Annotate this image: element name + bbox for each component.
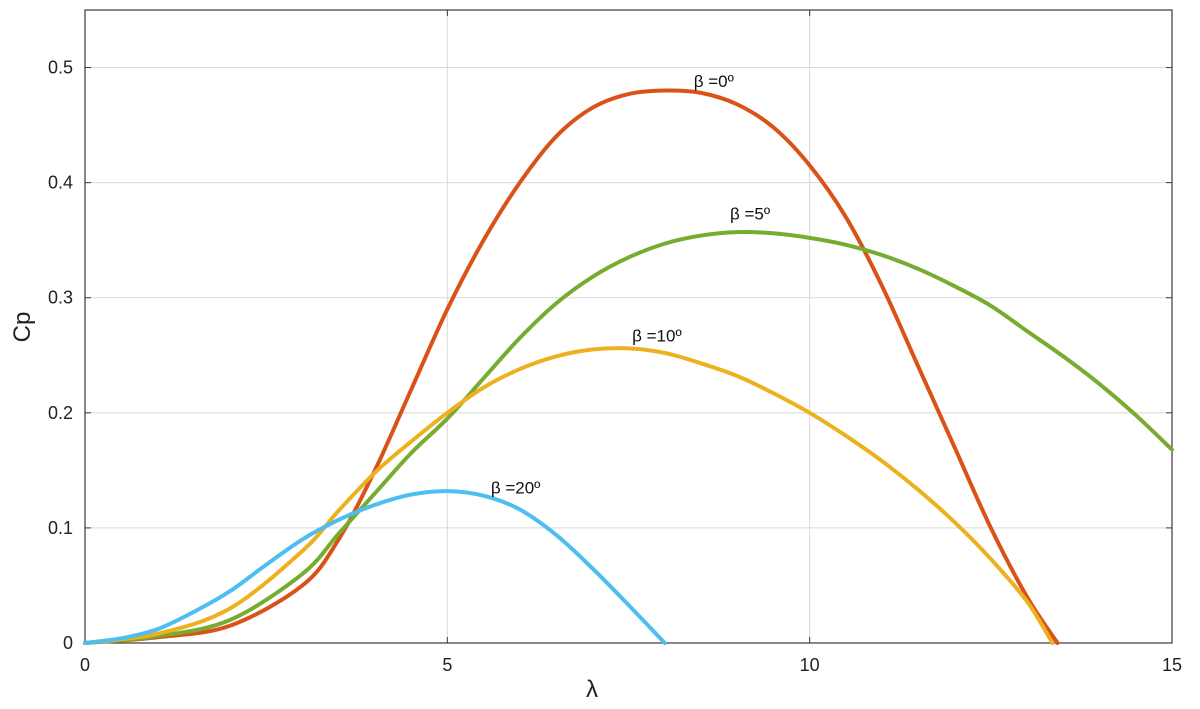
series-annotation-beta-0: β =0º (694, 72, 734, 91)
tick-labels: 0 5 10 15 0 0.1 0.2 0.3 0.4 0.5 (48, 58, 1182, 675)
series-annotation-beta-5: β =5º (730, 204, 770, 223)
series-annotation-beta-10: β =10º (632, 326, 682, 345)
x-tick-label: 0 (80, 655, 90, 675)
y-tick-label: 0.4 (48, 173, 73, 193)
y-tick-label: 0.1 (48, 518, 73, 538)
series-line-beta-0 (83, 88, 1060, 645)
y-tick-label: 0.5 (48, 58, 73, 78)
y-tick-label: 0.2 (48, 403, 73, 423)
x-tick-label: 15 (1162, 655, 1182, 675)
plot-frame (84, 9, 1173, 644)
series-layer (83, 88, 1174, 645)
grid (84, 10, 1173, 644)
series-line-beta-20 (83, 489, 667, 645)
annotation-layer: β =0º β =5º β =10º β =20º (491, 72, 770, 497)
x-axis-label: λ (586, 676, 598, 703)
series-line-beta-10 (83, 346, 1055, 645)
series-annotation-beta-20: β =20º (491, 478, 541, 497)
x-tick-label: 5 (442, 655, 452, 675)
y-tick-label: 0 (63, 633, 73, 653)
y-axis-label: Cp (9, 312, 36, 343)
x-tick-label: 10 (800, 655, 820, 675)
y-tick-label: 0.3 (48, 288, 73, 308)
series-line-beta-5 (83, 230, 1174, 645)
